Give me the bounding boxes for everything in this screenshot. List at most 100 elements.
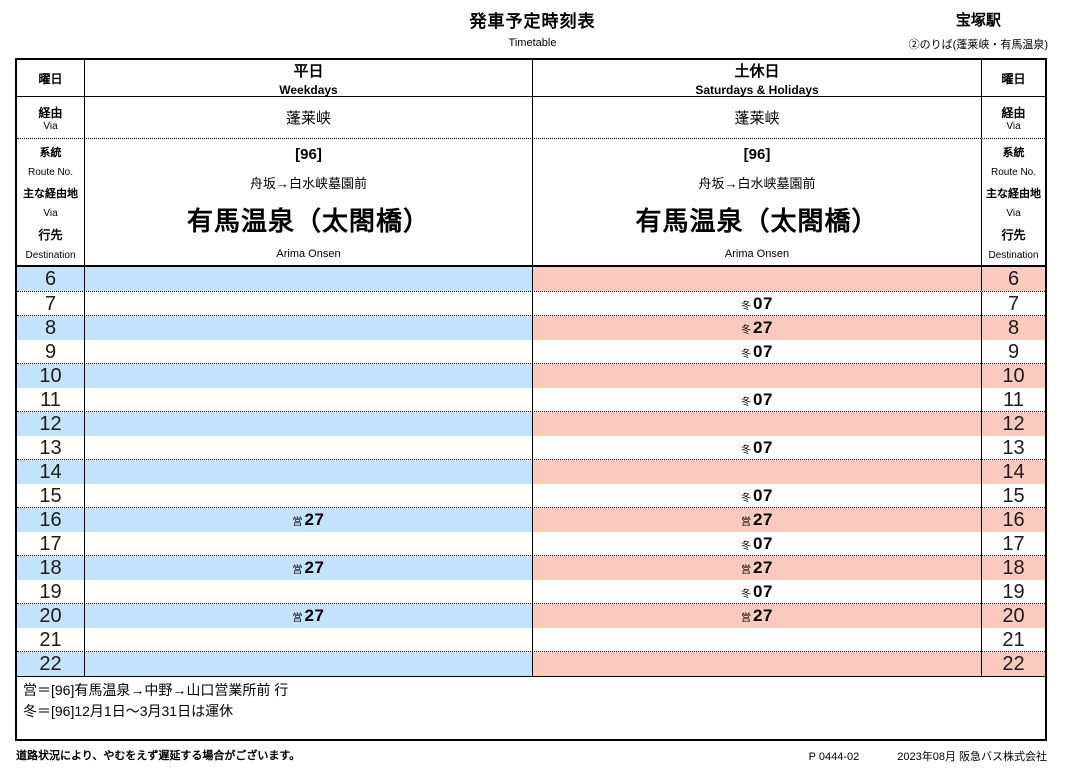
day-label: 曜日 <box>38 72 63 86</box>
weekday-times-cell <box>533 652 982 676</box>
hour-cell-left: 18 <box>17 556 85 580</box>
weekday-times-cell: 冬 07 <box>533 388 982 412</box>
hour-row: 16 営 27 営 27 16 <box>17 507 1045 532</box>
holiday-destination-en: Arima Onsen <box>724 247 790 260</box>
via-label: 経由 <box>1001 105 1026 120</box>
main-via-label-en: Via <box>1006 208 1021 219</box>
hour-row: 10 10 <box>17 363 1045 388</box>
time-entry: 営 27 <box>741 558 773 578</box>
weekday-times-cell: 冬 07 <box>533 436 982 460</box>
hour-row: 20 営 27 営 27 20 <box>17 603 1045 628</box>
time-entry: 営 27 <box>741 606 773 626</box>
hour-row: 17 冬 07 17 <box>17 531 1045 556</box>
time-mark: 冬 <box>741 300 752 312</box>
holiday-header: 土休日 Saturdays & Holidays <box>533 60 982 97</box>
hour-cell-right: 16 <box>982 508 1045 532</box>
time-mark: 冬 <box>741 396 752 408</box>
route-label: 系統 <box>39 147 62 159</box>
weekday-times-cell: 冬 07 <box>533 532 982 556</box>
day-label: 曜日 <box>1001 72 1026 86</box>
weekday-times-cell: 冬 07 <box>533 292 982 316</box>
time-mark: 冬 <box>741 588 752 600</box>
time-mark: 冬 <box>741 540 752 552</box>
time-entry: 冬 07 <box>741 342 773 362</box>
hour-cell-left: 15 <box>17 484 85 508</box>
hour-cell-right: 15 <box>1002 485 1025 507</box>
time-minutes: 07 <box>753 438 773 457</box>
time-entry: 冬 07 <box>741 582 773 602</box>
hour-cell-right: 18 <box>982 556 1045 580</box>
page-header: 発車予定時刻表 Timetable <box>0 7 1065 49</box>
hour-cell-left: 6 <box>17 267 85 291</box>
page-title-en: Timetable <box>508 37 557 49</box>
time-minutes: 27 <box>304 558 325 577</box>
weekday-route-no: [96] <box>295 146 322 163</box>
weekday-times-cell <box>85 436 533 460</box>
time-minutes: 07 <box>753 534 773 553</box>
weekday-times-cell: 営 27 <box>85 556 533 580</box>
header-row-route: 系統 Route No. 主な経由地 Via 行先 Destination [9… <box>17 139 1045 267</box>
time-minutes: 07 <box>753 342 773 361</box>
hour-cell-left: 10 <box>17 364 85 388</box>
weekday-times-cell <box>85 580 533 604</box>
weekday-times-cell <box>85 532 533 556</box>
weekday-times-cell <box>533 460 982 484</box>
hour-row: 21 21 <box>17 627 1045 652</box>
hour-cell-left: 13 <box>17 436 85 460</box>
hour-cell-left: 21 <box>17 628 85 652</box>
dest-label: 行先 <box>38 228 63 242</box>
weekday-route-info: [96] 舟坂→白水峡墓園前 有馬温泉（太閤橋） Arima Onsen <box>85 139 533 265</box>
weekday-times-cell <box>85 652 533 676</box>
weekday-destination-en: Arima Onsen <box>276 247 341 260</box>
weekday-times-cell: 営 27 <box>533 556 982 580</box>
via-label-left: 経由 Via <box>17 97 85 138</box>
delay-notice: 道路状況により、やむをえず遅延する場合がございます。 <box>16 750 301 762</box>
note-line: 営＝[96]有馬温泉→中野→山口営業所前 行 <box>23 682 289 698</box>
weekday-label: 平日 <box>293 63 324 80</box>
hour-row: 12 12 <box>17 411 1045 436</box>
notes-box: 営＝[96]有馬温泉→中野→山口営業所前 行 冬＝[96]12月1日～3月31日… <box>17 675 1045 739</box>
weekday-times-cell <box>533 267 982 291</box>
time-minutes: 27 <box>753 318 773 337</box>
via-label-right: 経由 Via <box>982 97 1045 138</box>
weekday-header: 平日 Weekdays <box>85 60 533 97</box>
time-entry: 営 27 <box>741 510 773 530</box>
hour-cell-left: 9 <box>17 340 85 364</box>
dest-label-en: Destination <box>988 250 1039 261</box>
hour-row: 7 冬 07 7 <box>17 291 1045 316</box>
hour-row: 9 冬 07 9 <box>17 339 1045 364</box>
weekday-main-via: 舟坂→白水峡墓園前 <box>249 175 367 191</box>
main-via-label-en: Via <box>43 208 58 219</box>
weekday-times-cell <box>85 484 533 508</box>
hour-row: 19 冬 07 19 <box>17 579 1045 604</box>
hour-cell-right: 14 <box>982 460 1045 484</box>
time-minutes: 07 <box>753 486 773 505</box>
dest-label-en: Destination <box>25 250 76 261</box>
main-via-label: 主な経由地 <box>23 188 78 200</box>
hour-cell-right: 6 <box>982 267 1045 291</box>
main-via-label: 主な経由地 <box>986 188 1041 200</box>
time-mark: 冬 <box>741 492 752 504</box>
holiday-route-no: [96] <box>743 146 771 163</box>
hour-row: 22 22 <box>17 651 1045 676</box>
holiday-via: 蓬莱峡 <box>533 97 982 138</box>
hour-cell-left: 14 <box>17 460 85 484</box>
weekday-times-cell <box>85 412 533 436</box>
weekday-times-cell: 営 27 <box>533 508 982 532</box>
time-entry: 冬 07 <box>741 438 773 458</box>
time-minutes: 27 <box>304 510 325 529</box>
holiday-label: 土休日 <box>734 63 780 80</box>
time-entry: 営 27 <box>293 606 325 626</box>
weekday-times-cell <box>533 628 982 652</box>
weekday-times-cell <box>85 460 533 484</box>
weekday-times-cell: 営 27 <box>85 508 533 532</box>
page-title: 発車予定時刻表 <box>469 12 596 31</box>
route-label-en: Route No. <box>990 167 1037 178</box>
weekday-times-cell: 営 27 <box>85 604 533 628</box>
weekday-times-cell: 営 27 <box>533 604 982 628</box>
weekday-times-cell: 冬 27 <box>533 316 982 340</box>
hour-cell-left: 11 <box>17 388 85 412</box>
hour-cell-right: 22 <box>982 652 1045 676</box>
weekday-times-cell: 冬 07 <box>533 580 982 604</box>
